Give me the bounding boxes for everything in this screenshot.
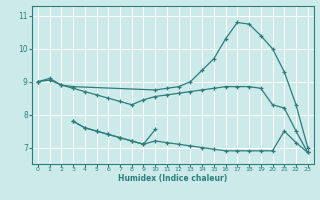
X-axis label: Humidex (Indice chaleur): Humidex (Indice chaleur) (118, 174, 228, 183)
